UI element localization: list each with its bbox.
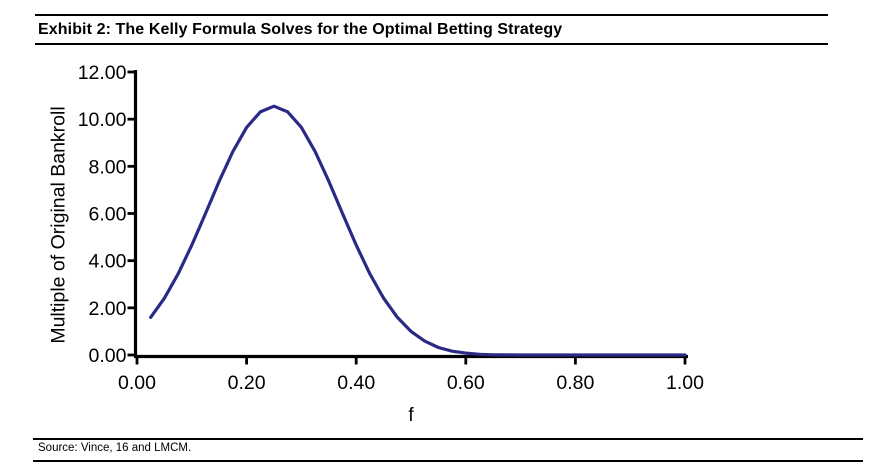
x-tick-label: 0.80 xyxy=(556,372,594,394)
y-tick-label: 12.00 xyxy=(78,62,127,84)
x-tick-label: 1.00 xyxy=(666,372,704,394)
x-tick-label: 0.00 xyxy=(118,372,156,394)
x-tick-label: 0.40 xyxy=(337,372,375,394)
kelly-curve xyxy=(149,104,687,357)
exhibit-title: Exhibit 2: The Kelly Formula Solves for … xyxy=(38,21,563,38)
y-tick-label: 10.00 xyxy=(78,109,127,131)
y-tick-label: 4.00 xyxy=(89,251,127,273)
y-tick-label: 8.00 xyxy=(89,156,127,178)
y-tick-label: 2.00 xyxy=(89,298,127,320)
x-tick-label: 0.60 xyxy=(447,372,485,394)
source-note: Source: Vince, 16 and LMCM. xyxy=(38,442,192,454)
title-rule-top xyxy=(35,14,828,16)
x-tick-label: 0.20 xyxy=(228,372,266,394)
source-rule-top xyxy=(33,438,863,440)
x-axis-title: f xyxy=(408,405,414,426)
y-tick-label: 6.00 xyxy=(89,204,127,226)
y-axis-title: Multiple of Original Bankroll xyxy=(47,106,70,344)
title-rule-bottom xyxy=(35,43,828,45)
source-rule-bottom xyxy=(33,460,863,462)
y-tick-label: 0.00 xyxy=(89,345,127,367)
